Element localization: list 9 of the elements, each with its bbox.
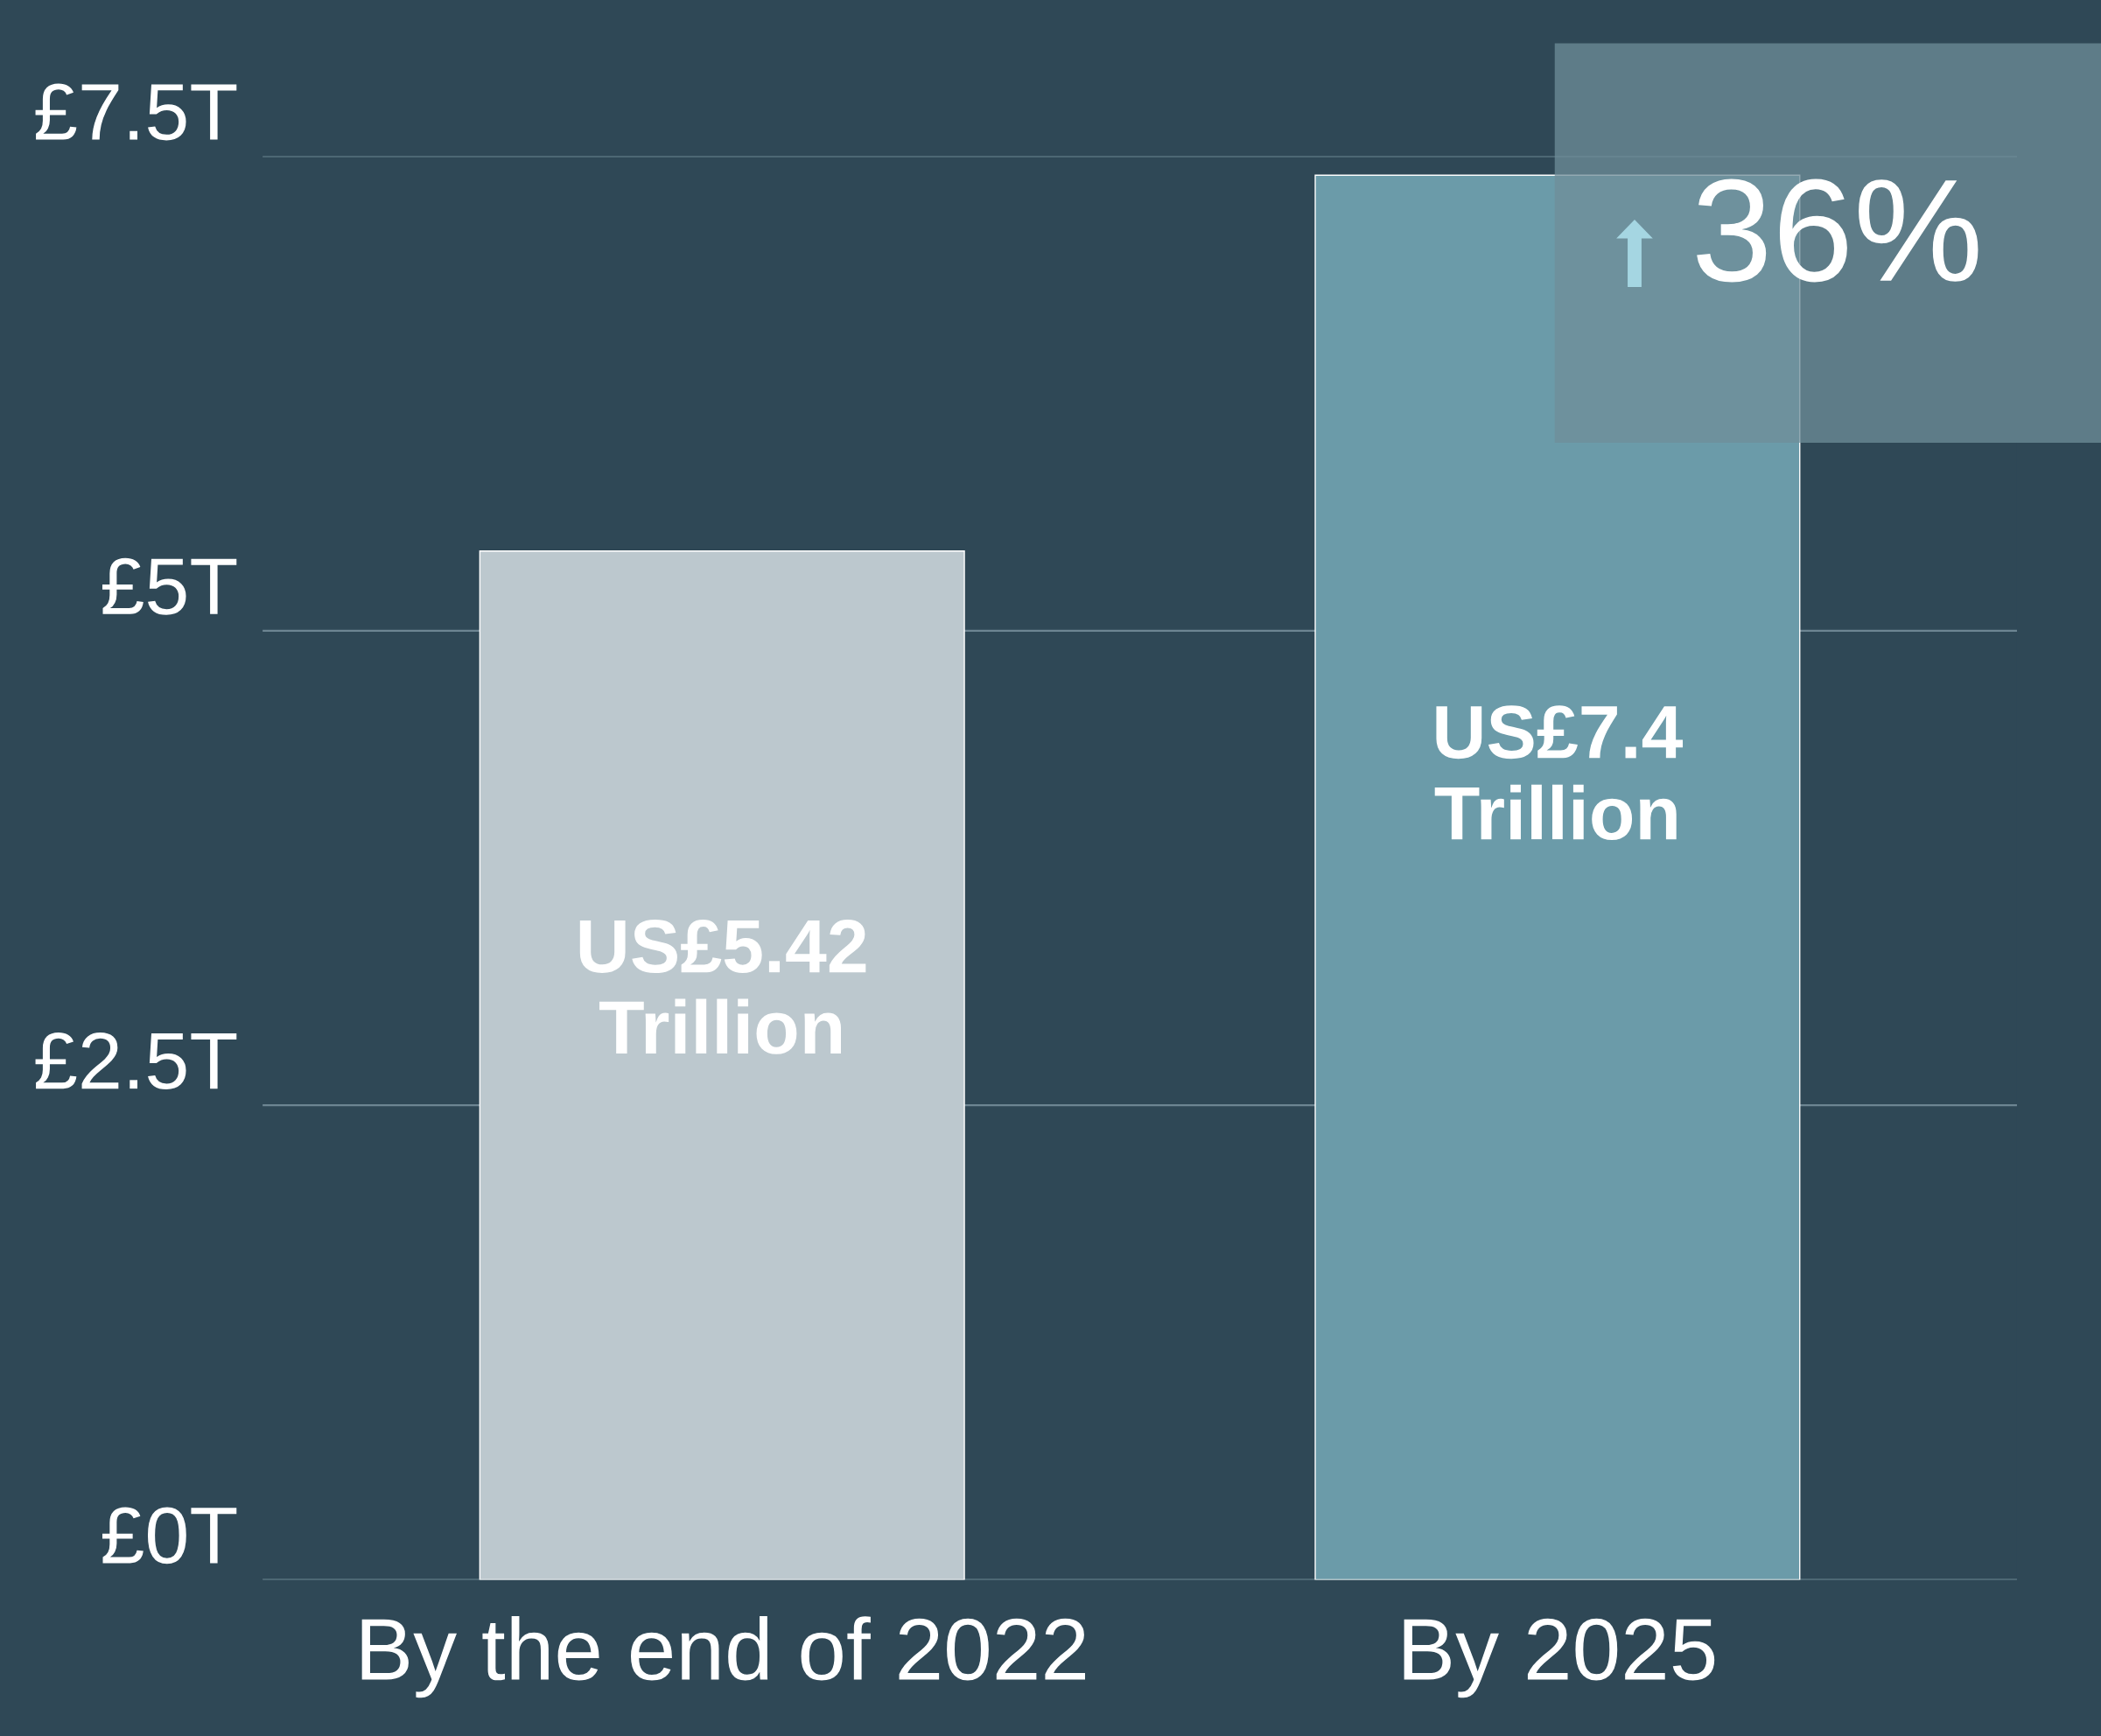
y-tick-label: £0T <box>102 1507 237 1564</box>
annotation: 36% <box>1697 178 1978 283</box>
x-tick-label: By the end of 2022 <box>361 1616 1085 1698</box>
x-tick-label: By 2025 <box>1404 1618 1715 1698</box>
data-label: US£7.4 Trillion <box>1434 705 1684 840</box>
y-tick-label: £7.5T <box>35 83 237 141</box>
y-tick-label: £2.5T <box>35 1032 237 1090</box>
data-label: US£5.42 Trillion <box>579 920 866 1054</box>
y-tick-label: £5T <box>102 557 237 615</box>
